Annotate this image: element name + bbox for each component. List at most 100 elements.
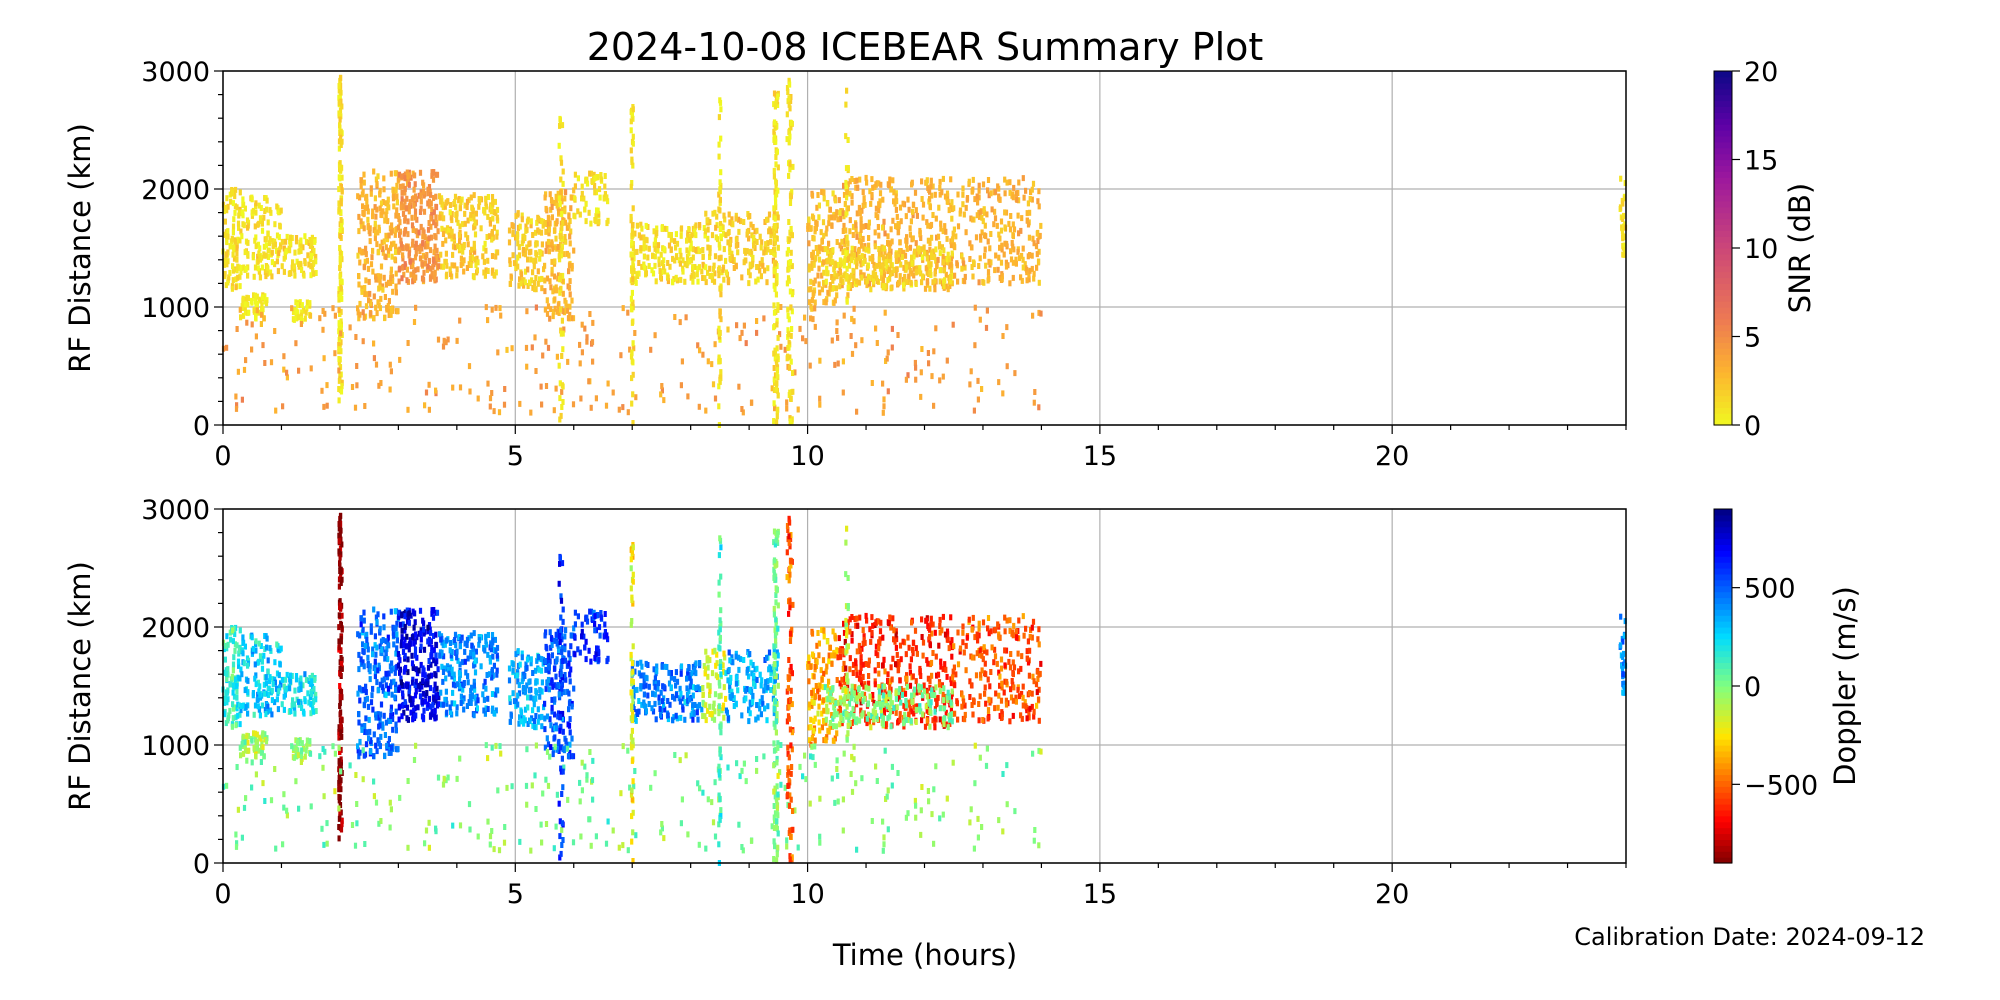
data-point <box>511 252 515 259</box>
data-point <box>997 254 1001 261</box>
data-point <box>511 690 515 697</box>
data-point <box>358 194 362 201</box>
data-point <box>719 169 723 176</box>
data-point <box>421 678 425 684</box>
data-point <box>483 240 487 247</box>
data-point <box>263 269 267 275</box>
colorbar-segment <box>1714 389 1732 397</box>
data-point <box>297 260 301 267</box>
data-point <box>255 731 259 738</box>
data-point <box>410 222 415 229</box>
data-point <box>904 278 908 285</box>
data-point <box>436 254 440 260</box>
data-point <box>1039 222 1043 229</box>
data-point <box>458 238 462 245</box>
data-point <box>518 400 522 407</box>
data-point <box>850 315 854 322</box>
colorbar-segment <box>1714 330 1732 338</box>
data-point <box>773 124 777 131</box>
data-point <box>398 621 403 628</box>
y-tick-label: 3000 <box>141 57 210 88</box>
data-point <box>846 137 850 143</box>
data-point <box>235 682 239 689</box>
data-point <box>904 213 908 220</box>
data-point <box>787 127 792 134</box>
data-point <box>772 267 776 274</box>
data-point <box>654 242 659 249</box>
data-point <box>455 210 459 217</box>
data-point <box>366 654 370 661</box>
data-point <box>394 650 398 657</box>
data-point <box>384 638 388 645</box>
data-point <box>365 198 369 205</box>
data-point <box>915 251 919 258</box>
data-point <box>380 239 384 246</box>
data-point <box>268 645 272 652</box>
data-point <box>443 696 447 703</box>
data-point <box>543 262 547 269</box>
data-point <box>337 110 341 117</box>
data-point <box>402 203 406 210</box>
data-point <box>630 289 634 296</box>
data-point <box>1618 204 1623 211</box>
data-point <box>744 249 748 256</box>
data-point <box>389 749 393 756</box>
data-point <box>904 260 908 266</box>
data-point <box>361 641 365 648</box>
data-point <box>465 198 470 205</box>
data-point <box>554 193 558 200</box>
data-point <box>511 229 515 236</box>
data-point <box>262 252 266 259</box>
data-point <box>773 239 777 246</box>
data-point <box>267 685 271 692</box>
data-point <box>411 665 415 671</box>
data-point <box>534 251 538 258</box>
data-point <box>312 685 316 692</box>
data-point <box>853 258 857 265</box>
data-point <box>438 652 442 659</box>
data-point <box>368 668 372 675</box>
data-point <box>938 278 942 285</box>
data-point <box>338 671 342 678</box>
data-point <box>358 300 362 307</box>
data-point <box>842 312 846 319</box>
data-point <box>877 201 881 208</box>
data-point <box>405 618 410 625</box>
data-point <box>253 730 258 737</box>
data-point <box>847 262 852 269</box>
data-point <box>717 241 721 248</box>
data-point <box>299 700 303 707</box>
data-point <box>284 686 288 693</box>
data-point <box>396 651 400 657</box>
data-point <box>389 279 393 286</box>
colorbar-segment <box>1714 336 1732 343</box>
data-point <box>361 338 365 345</box>
data-point <box>912 253 916 260</box>
data-point <box>909 279 913 286</box>
data-point <box>356 743 360 750</box>
data-point <box>995 222 999 229</box>
data-point <box>887 240 891 247</box>
data-point <box>264 738 269 745</box>
data-point <box>983 222 987 229</box>
data-point <box>591 319 595 326</box>
data-point <box>455 272 459 279</box>
data-point <box>276 706 280 713</box>
data-point <box>630 306 634 313</box>
data-point <box>942 247 946 254</box>
data-point <box>1010 240 1014 246</box>
data-point <box>265 197 269 204</box>
data-point <box>363 403 367 409</box>
data-point <box>1004 209 1009 216</box>
data-point <box>685 247 689 254</box>
data-point <box>222 261 227 268</box>
data-point <box>462 706 466 713</box>
data-point <box>477 196 481 202</box>
data-point <box>992 221 996 228</box>
data-point <box>293 687 297 694</box>
data-point <box>635 222 639 229</box>
data-point <box>404 244 408 251</box>
data-point <box>456 219 460 226</box>
data-point <box>531 670 535 676</box>
data-point <box>788 192 793 199</box>
